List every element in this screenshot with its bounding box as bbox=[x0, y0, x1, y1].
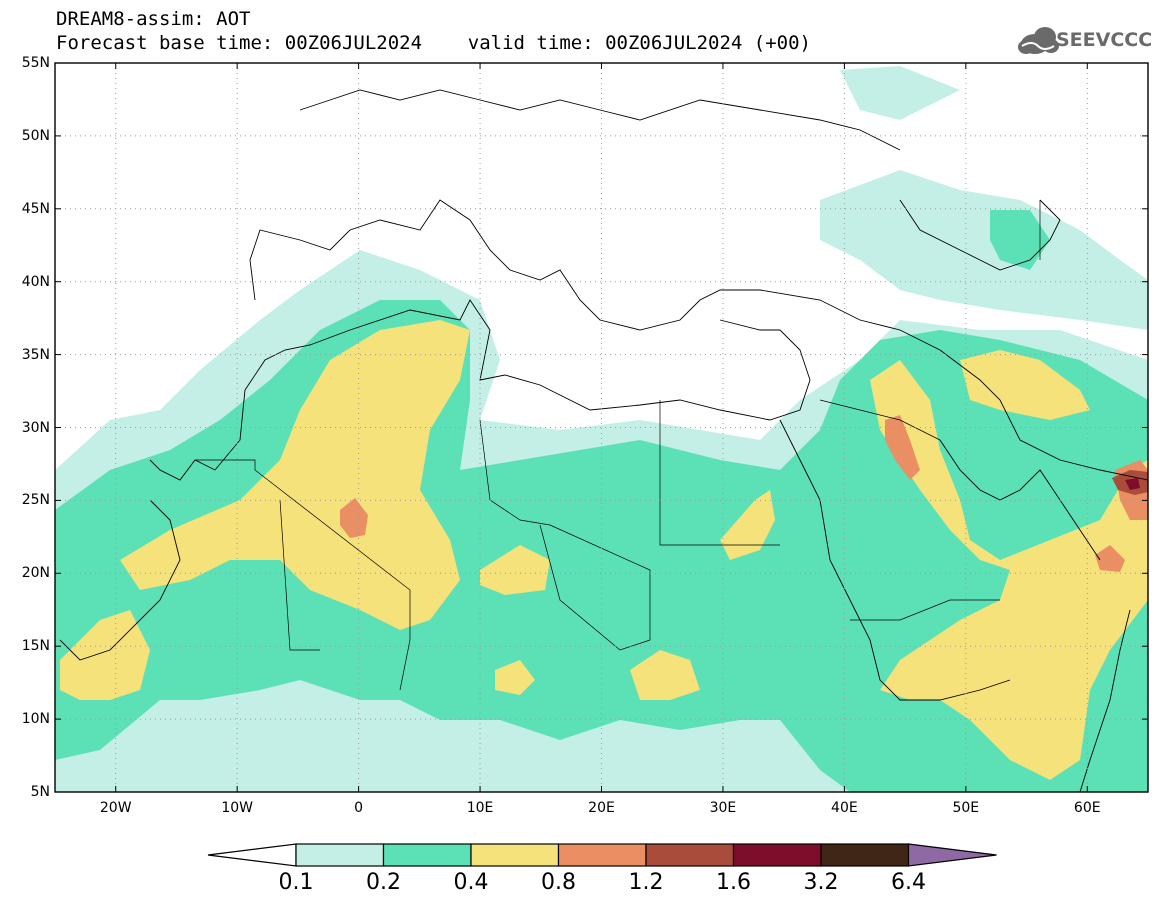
lat-tick-label: 40N bbox=[21, 273, 50, 290]
lat-tick-label: 25N bbox=[21, 492, 50, 509]
lat-tick-label: 30N bbox=[21, 419, 50, 436]
colorbar-label: 1.6 bbox=[716, 870, 751, 895]
lon-tick-label: 10W bbox=[221, 800, 253, 816]
lon-tick-label: 50E bbox=[952, 800, 980, 816]
coastlines bbox=[59, 89, 1148, 792]
colorbar-segment bbox=[557, 843, 647, 867]
colorbar-label: 0.8 bbox=[541, 870, 576, 895]
lon-tick-label: 30E bbox=[709, 800, 737, 816]
lat-tick-label: 10N bbox=[21, 711, 50, 728]
lat-tick-label: 50N bbox=[21, 127, 50, 144]
lon-tick-label: 60E bbox=[1073, 800, 1101, 816]
map-title: DREAM8-assim: AOT bbox=[56, 8, 251, 30]
lon-tick-label: 10E bbox=[466, 800, 494, 816]
map-time-info: Forecast base time: 00Z06JUL2024 valid t… bbox=[56, 32, 811, 54]
lat-tick-label: 20N bbox=[21, 565, 50, 582]
lon-tick-label: 0 bbox=[354, 800, 364, 816]
graticule bbox=[55, 63, 1148, 792]
country-borders bbox=[195, 200, 1041, 691]
lat-tick-label: 45N bbox=[21, 200, 50, 217]
colorbar-segment bbox=[820, 843, 910, 867]
cloud-icon bbox=[1018, 27, 1059, 54]
aot-field bbox=[55, 66, 1148, 792]
lon-tick-label: 20W bbox=[99, 800, 132, 816]
colorbar-label: 1.2 bbox=[628, 870, 664, 895]
lat-tick-label: 15N bbox=[21, 638, 50, 655]
colorbar-label: 6.4 bbox=[891, 870, 926, 895]
logo-text: SEEVCCC bbox=[1056, 29, 1153, 51]
lon-tick-label: 20E bbox=[588, 800, 615, 816]
lon-tick-label: 40E bbox=[831, 800, 858, 816]
lat-tick-label: 55N bbox=[21, 55, 50, 71]
colorbar-segment bbox=[295, 843, 385, 867]
colorbar-label: 3.2 bbox=[803, 870, 839, 895]
colorbar-over-arrow bbox=[907, 843, 997, 867]
colorbar-label: 0.2 bbox=[366, 870, 401, 895]
colorbar-segment bbox=[470, 843, 560, 867]
lat-tick-label: 5N bbox=[30, 784, 50, 800]
colorbar-label: 0.1 bbox=[278, 870, 314, 895]
lat-tick-label: 35N bbox=[21, 346, 50, 363]
colorbar-segment bbox=[382, 843, 472, 867]
colorbar-label: 0.4 bbox=[453, 870, 489, 895]
colorbar-segment bbox=[732, 843, 822, 867]
colorbar bbox=[207, 843, 997, 867]
colorbar-under-arrow bbox=[207, 843, 297, 867]
colorbar-segment bbox=[645, 843, 735, 867]
